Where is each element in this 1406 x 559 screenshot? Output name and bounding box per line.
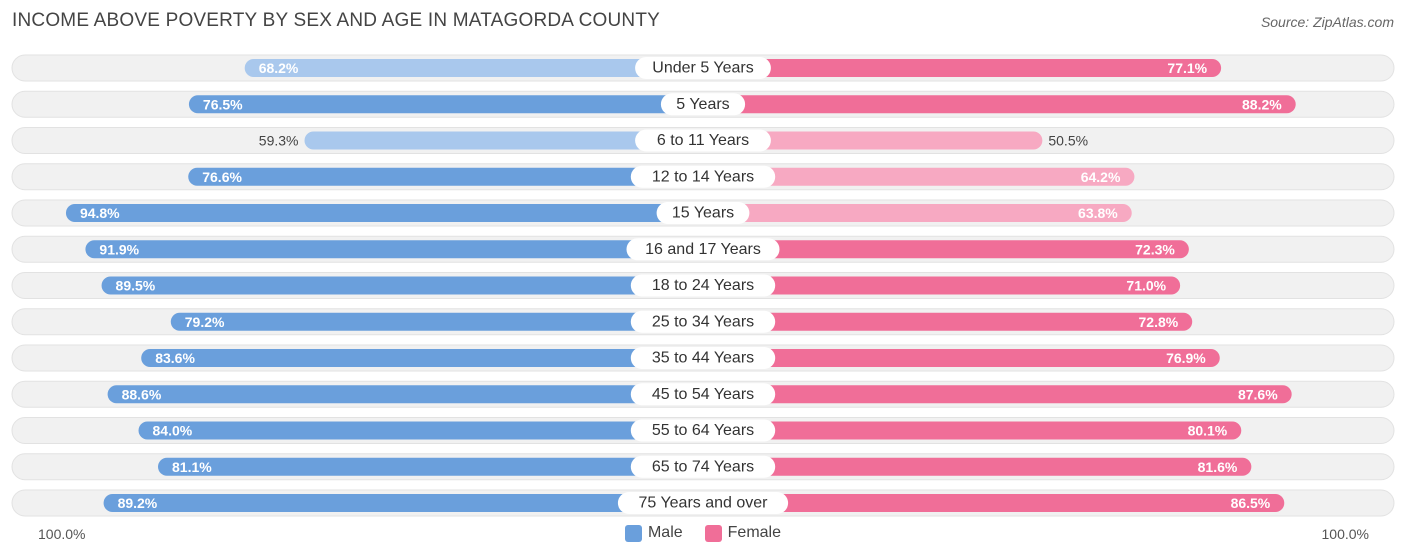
value-label-male: 83.6% xyxy=(155,350,195,366)
category-label: 75 Years and over xyxy=(639,495,769,512)
bar-female[interactable] xyxy=(703,457,1252,476)
value-label-female: 81.6% xyxy=(1198,459,1238,475)
chart-canvas: 68.2% 77.1% Under 5 Years 76.5% 88.2% 5 Years… xyxy=(11,54,1395,517)
bar-female[interactable] xyxy=(703,385,1292,404)
legend: Male Female xyxy=(0,524,1406,542)
category-label: 5 Years xyxy=(676,96,729,113)
bar-male[interactable] xyxy=(138,421,703,440)
bar-female[interactable] xyxy=(703,131,1043,150)
value-label-female: 87.6% xyxy=(1238,386,1278,402)
legend-label-female: Female xyxy=(727,524,782,541)
bar-female[interactable] xyxy=(703,276,1181,295)
value-label-male: 89.2% xyxy=(118,495,158,511)
value-label-female: 76.9% xyxy=(1166,350,1206,366)
category-pill xyxy=(660,93,746,116)
chart-title: INCOME ABOVE POVERTY BY SEX AND AGE IN M… xyxy=(12,10,661,31)
value-label-female: 72.3% xyxy=(1135,241,1175,257)
category-label: 35 to 44 Years xyxy=(652,350,754,367)
bar-female[interactable] xyxy=(703,95,1296,114)
value-label-male: 94.8% xyxy=(80,205,120,221)
bar-female[interactable] xyxy=(703,494,1285,512)
value-label-male: 91.9% xyxy=(99,241,139,257)
category-label: 16 and 17 Years xyxy=(645,241,761,258)
bar-male[interactable] xyxy=(188,95,704,114)
legend-item-female[interactable]: Female xyxy=(704,524,782,542)
category-pill xyxy=(630,165,776,188)
legend-item-male[interactable]: Male xyxy=(624,524,683,542)
category-label: 12 to 14 Years xyxy=(652,168,754,185)
legend-swatch-male xyxy=(624,524,642,542)
category-pill xyxy=(630,310,776,333)
source-note: Source: ZipAtlas.com xyxy=(1260,14,1394,30)
value-label-male: 76.6% xyxy=(202,169,242,185)
value-label-male: 89.5% xyxy=(116,278,156,294)
value-label-female: 63.8% xyxy=(1078,205,1118,221)
category-pill xyxy=(630,383,776,406)
category-label: 55 to 64 Years xyxy=(652,422,754,439)
value-label-female: 88.2% xyxy=(1242,96,1282,112)
bar-male[interactable] xyxy=(304,131,703,150)
value-label-female: 71.0% xyxy=(1126,278,1166,294)
axis-left-label: 100.0% xyxy=(38,526,86,542)
value-label-male: 59.3% xyxy=(259,133,299,149)
bar-male[interactable] xyxy=(158,457,703,476)
category-pill xyxy=(656,202,750,224)
bar-male[interactable] xyxy=(107,385,703,404)
value-label-male: 76.5% xyxy=(203,96,243,112)
value-label-female: 86.5% xyxy=(1231,495,1271,511)
bar-male[interactable] xyxy=(170,312,703,331)
bar-female[interactable] xyxy=(703,204,1132,222)
bar-male[interactable] xyxy=(85,240,703,259)
category-pill xyxy=(630,274,776,297)
category-pill xyxy=(630,455,776,478)
bar-male[interactable] xyxy=(101,276,703,295)
category-pill xyxy=(635,129,771,152)
bar-male[interactable] xyxy=(141,349,703,367)
category-label: 6 to 11 Years xyxy=(657,132,749,149)
bar-male[interactable] xyxy=(65,204,704,222)
bar-female[interactable] xyxy=(703,167,1135,186)
value-label-female: 77.1% xyxy=(1167,60,1207,76)
bar-female[interactable] xyxy=(703,349,1220,367)
category-pill xyxy=(630,347,776,369)
bar-female[interactable] xyxy=(703,312,1193,331)
category-label: 25 to 34 Years xyxy=(652,313,754,330)
bar-female[interactable] xyxy=(703,59,1222,77)
bar-female[interactable] xyxy=(703,240,1189,259)
value-label-female: 80.1% xyxy=(1188,423,1228,439)
bar-male[interactable] xyxy=(103,494,704,512)
bar-male[interactable] xyxy=(188,167,704,186)
category-pill xyxy=(630,419,776,442)
bar-female[interactable] xyxy=(703,421,1242,440)
category-pill xyxy=(617,492,789,514)
value-label-male: 68.2% xyxy=(259,60,299,76)
value-label-male: 84.0% xyxy=(153,423,193,439)
legend-swatch-female xyxy=(704,524,722,542)
category-pill xyxy=(635,57,771,79)
legend-label-male: Male xyxy=(647,524,683,541)
value-label-female: 64.2% xyxy=(1081,169,1121,185)
bar-male[interactable] xyxy=(244,59,704,77)
axis-right-label: 100.0% xyxy=(1321,526,1369,542)
value-label-male: 81.1% xyxy=(172,459,212,475)
category-label: 45 to 54 Years xyxy=(652,386,754,403)
category-pill xyxy=(626,238,780,261)
value-label-male: 88.6% xyxy=(122,386,162,402)
value-label-female: 50.5% xyxy=(1048,133,1088,149)
value-label-male: 79.2% xyxy=(185,314,225,330)
category-label: Under 5 Years xyxy=(652,60,753,77)
category-label: 18 to 24 Years xyxy=(652,277,754,294)
value-label-female: 72.8% xyxy=(1139,314,1179,330)
category-label: 15 Years xyxy=(672,205,734,222)
category-label: 65 to 74 Years xyxy=(652,458,754,475)
